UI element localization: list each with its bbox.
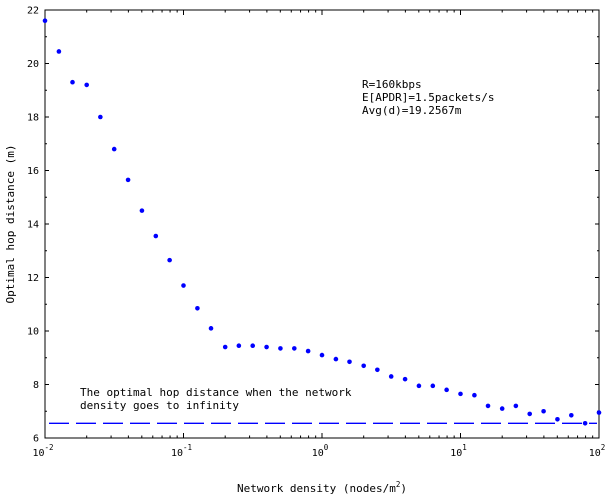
annotation-line-1: The optimal hop distance when the networ…: [80, 386, 352, 399]
y-tick-labels: 6 8 10 12 14 16 18 20 22: [27, 6, 39, 445]
data-point: [56, 49, 62, 54]
x-tick-base: 10: [589, 448, 601, 459]
data-point: [555, 416, 560, 422]
x-tick-base: 10: [32, 448, 44, 459]
data-point: [499, 406, 505, 411]
x-tick-label: 100: [312, 443, 329, 459]
data-point: [582, 420, 588, 426]
param-line-apdr: E[APDR]=1.5packets/s: [362, 91, 494, 104]
y-tick-label: 22: [27, 6, 39, 17]
data-point: [430, 383, 436, 389]
data-point: [292, 346, 297, 351]
x-tick-label: 102: [589, 443, 606, 459]
data-point: [42, 18, 48, 24]
data-point: [319, 352, 325, 358]
data-point: [222, 344, 228, 350]
data-point: [513, 403, 519, 409]
data-point: [111, 146, 117, 152]
data-point: [416, 383, 422, 389]
data-point: [388, 374, 394, 379]
data-point: [485, 403, 491, 409]
data-point: [139, 208, 145, 213]
data-point: [333, 356, 339, 362]
parameter-box: R=160kbps E[APDR]=1.5packets/s Avg(d)=19…: [362, 78, 494, 117]
x-tick-exponent: 0: [324, 443, 329, 452]
param-line-avg-d: Avg(d)=19.2567m: [362, 104, 462, 117]
x-tick-exponent: 1: [462, 443, 467, 452]
x-axis-label-exponent: 2: [396, 480, 401, 489]
data-point: [527, 411, 533, 417]
x-tick-exponent: -1: [183, 443, 192, 452]
y-tick-label: 20: [27, 59, 39, 70]
y-tick-label: 14: [27, 220, 39, 231]
y-tick-label: 18: [27, 113, 39, 124]
y-axis-label: Optimal hop distance (m): [4, 145, 17, 304]
data-point: [305, 348, 311, 354]
data-point: [541, 408, 546, 414]
data-point: [167, 257, 172, 263]
axis-ticks: [44, 9, 600, 439]
x-tick-label: 10-2: [32, 443, 53, 459]
data-point: [596, 410, 602, 415]
data-point: [444, 387, 449, 393]
x-tick-base: 10: [312, 448, 324, 459]
data-point: [402, 376, 408, 382]
y-tick-label: 12: [27, 273, 39, 284]
param-line-rate: R=160kbps: [362, 78, 422, 91]
x-tick-label: 101: [450, 443, 467, 459]
data-point: [98, 114, 103, 120]
plot-frame: [44, 9, 600, 439]
data-point: [569, 412, 574, 418]
data-points: [42, 18, 602, 426]
x-axis-label-main: Network density (nodes/m: [237, 482, 396, 495]
data-point: [181, 283, 186, 288]
y-tick-label: 10: [27, 327, 39, 338]
data-point: [70, 79, 75, 85]
x-tick-label: 10-1: [171, 443, 192, 459]
x-tick-exponent: 2: [601, 443, 606, 452]
data-point: [375, 367, 380, 373]
x-tick-base: 10: [171, 448, 183, 459]
y-tick-label: 8: [33, 380, 39, 391]
data-point: [125, 177, 131, 183]
data-point: [458, 391, 463, 397]
y-tick-label: 6: [33, 434, 39, 445]
data-point: [361, 363, 366, 369]
data-point: [84, 82, 89, 88]
data-point: [278, 346, 283, 351]
data-point: [472, 392, 477, 398]
data-point: [153, 233, 159, 239]
data-point: [208, 326, 214, 331]
asymptote-annotation: The optimal hop distance when the networ…: [80, 386, 352, 412]
data-point: [250, 343, 256, 349]
data-point: [264, 344, 269, 350]
x-axis-label-close: ): [400, 482, 407, 495]
data-point: [236, 343, 242, 349]
x-tick-exponent: -2: [45, 443, 54, 452]
data-point: [347, 359, 352, 365]
annotation-line-2: density goes to infinity: [80, 399, 239, 412]
x-axis-label: Network density (nodes/m2): [237, 480, 407, 495]
y-tick-label: 16: [27, 166, 39, 177]
x-tick-base: 10: [450, 448, 462, 459]
data-point: [195, 305, 200, 311]
